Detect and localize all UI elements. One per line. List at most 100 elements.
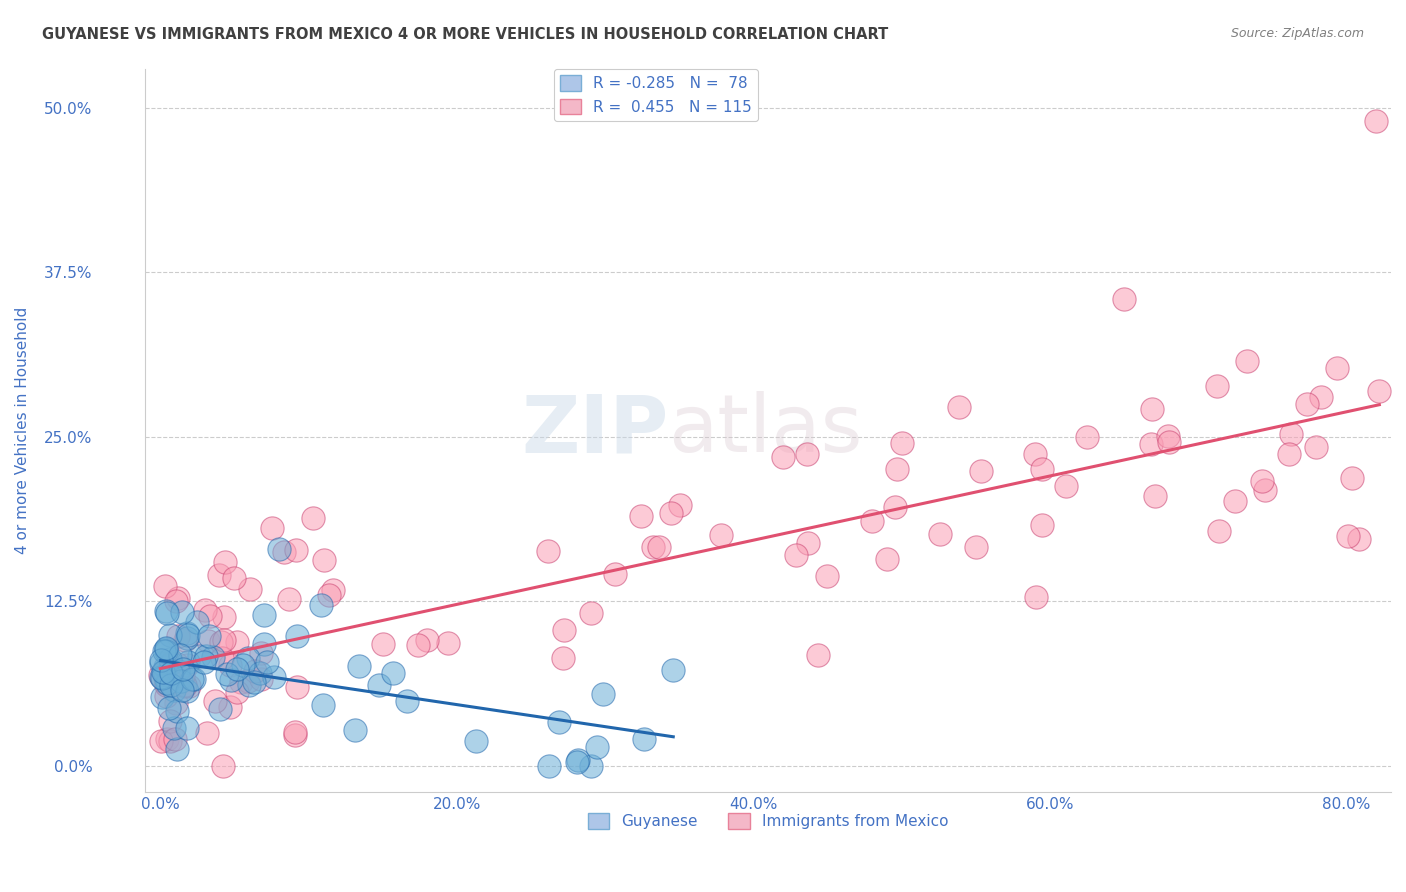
Point [641, 540, 664, 554]
Point [416, 633, 439, 648]
Point [1076, 429, 1098, 443]
Point [373, 637, 395, 651]
Point [1310, 390, 1333, 404]
Point [1296, 397, 1319, 411]
Point [263, 669, 285, 683]
Point [159, 652, 181, 666]
Point [284, 543, 307, 558]
Point [176, 684, 198, 698]
Point [807, 648, 830, 662]
Point [948, 400, 970, 414]
Point [815, 568, 838, 582]
Point [163, 683, 186, 698]
Point [212, 632, 235, 647]
Point [236, 673, 259, 688]
Point [195, 725, 218, 739]
Point [630, 509, 652, 524]
Point [579, 758, 602, 772]
Point [150, 653, 173, 667]
Point [1341, 471, 1364, 485]
Point [662, 663, 685, 677]
Y-axis label: 4 or more Vehicles in Household: 4 or more Vehicles in Household [15, 307, 30, 554]
Point [155, 643, 177, 657]
Point [1305, 441, 1327, 455]
Point [285, 681, 308, 695]
Point [215, 666, 238, 681]
Point [1368, 384, 1391, 398]
Point [322, 582, 344, 597]
Point [170, 683, 193, 698]
Point [232, 658, 254, 673]
Point [249, 666, 271, 681]
Point [238, 678, 260, 692]
Point [347, 659, 370, 673]
Point [890, 436, 912, 450]
Point [152, 665, 174, 679]
Point [149, 667, 172, 681]
Point [193, 655, 215, 669]
Point [166, 591, 188, 606]
Legend: Guyanese, Immigrants from Mexico: Guyanese, Immigrants from Mexico [582, 806, 955, 835]
Point [162, 721, 184, 735]
Point [884, 500, 907, 514]
Point [209, 635, 232, 649]
Point [157, 701, 180, 715]
Point [176, 631, 198, 645]
Point [537, 758, 560, 772]
Point [174, 678, 197, 692]
Point [211, 758, 233, 772]
Text: Source: ZipAtlas.com: Source: ZipAtlas.com [1230, 27, 1364, 40]
Point [149, 656, 172, 670]
Point [253, 637, 276, 651]
Point [176, 658, 198, 673]
Text: atlas: atlas [668, 392, 863, 469]
Point [170, 606, 193, 620]
Point [153, 644, 176, 658]
Point [155, 689, 177, 703]
Point [172, 669, 194, 683]
Point [1031, 462, 1053, 476]
Point [169, 648, 191, 662]
Point [201, 650, 224, 665]
Point [167, 664, 190, 678]
Point [553, 650, 575, 665]
Point [367, 678, 389, 692]
Point [262, 521, 284, 535]
Point [243, 664, 266, 678]
Point [238, 650, 260, 665]
Point [302, 511, 325, 525]
Point [150, 670, 173, 684]
Point [1140, 401, 1163, 416]
Point [1139, 437, 1161, 451]
Point [1225, 493, 1247, 508]
Point [159, 628, 181, 642]
Point [659, 506, 682, 520]
Point [1251, 475, 1274, 489]
Point [149, 734, 172, 748]
Point [231, 675, 253, 690]
Point [256, 655, 278, 669]
Point [1143, 489, 1166, 503]
Point [155, 604, 177, 618]
Point [159, 734, 181, 748]
Point [537, 544, 560, 558]
Text: ZIP: ZIP [522, 392, 668, 469]
Point [1348, 533, 1371, 547]
Text: GUYANESE VS IMMIGRANTS FROM MEXICO 4 OR MORE VEHICLES IN HOUSEHOLD CORRELATION C: GUYANESE VS IMMIGRANTS FROM MEXICO 4 OR … [42, 27, 889, 42]
Point [1208, 524, 1230, 539]
Point [177, 679, 200, 693]
Point [285, 629, 308, 643]
Point [197, 634, 219, 648]
Point [165, 732, 187, 747]
Point [166, 704, 188, 718]
Point [633, 731, 655, 746]
Point [208, 567, 231, 582]
Point [437, 636, 460, 650]
Point [218, 658, 240, 673]
Point [155, 579, 177, 593]
Point [166, 657, 188, 671]
Point [212, 610, 235, 624]
Point [150, 690, 173, 704]
Point [173, 679, 195, 693]
Point [311, 698, 333, 712]
